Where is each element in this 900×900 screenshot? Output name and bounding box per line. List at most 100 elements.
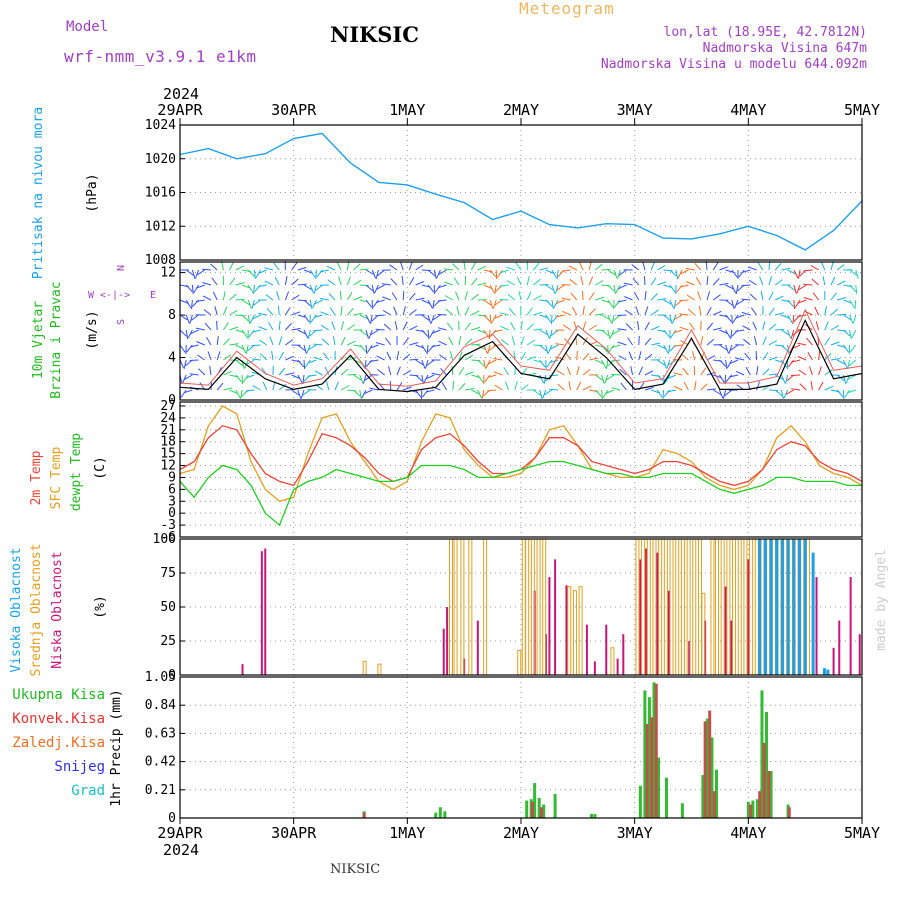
wind-arrow (376, 284, 385, 290)
precip-bar-total (657, 757, 661, 818)
wind-arrow (179, 344, 186, 353)
wind-arrow (545, 299, 553, 307)
wind-arrow (595, 313, 605, 316)
wind-arrow (347, 340, 356, 346)
wind-arrow (310, 314, 317, 323)
wind-arrow (797, 342, 807, 346)
wind-arrow (483, 299, 492, 306)
y-tick-label: 15 (160, 447, 176, 462)
wind-arrow (809, 366, 813, 376)
wind-arrow (749, 293, 757, 301)
wind-arrow (421, 269, 431, 271)
wind-arrow (569, 278, 578, 286)
wind-arrow (415, 281, 425, 286)
precip-bar-total (525, 800, 529, 818)
wind-arrow (409, 342, 419, 346)
wind-arrow (353, 263, 361, 271)
wind-arrow (353, 374, 362, 381)
wind-arrow (615, 284, 621, 294)
wind-arrow (274, 276, 280, 286)
wind-arrow (313, 343, 323, 346)
wind-arrow (477, 359, 485, 367)
wind-arrow (229, 343, 239, 346)
wind-arrow (748, 279, 757, 286)
wind-arrow (750, 307, 758, 316)
wind-arrow (347, 373, 357, 376)
y-tick-label: 25 (160, 634, 176, 649)
wind-arrow (706, 322, 714, 331)
wind-arrow (545, 344, 549, 354)
wind-arrow (390, 278, 398, 286)
wind-arrow (757, 262, 764, 271)
wind-arrow (706, 338, 715, 346)
precip-bar-total (746, 801, 750, 818)
dewpt-temp-line (179, 460, 862, 527)
wind-arrow (657, 344, 666, 350)
wind-arrow (315, 269, 317, 280)
wind-arrow (359, 329, 368, 336)
wind-arrow (743, 338, 751, 346)
cloud-bar-mid (701, 592, 706, 676)
wind-arrow (545, 329, 550, 339)
wind-arrow (561, 269, 571, 272)
wind-arrow (657, 264, 666, 271)
wind-arrow (216, 351, 221, 361)
cloud-bar-mid (669, 538, 674, 676)
wind-arrow (595, 296, 605, 301)
wind-arrow (477, 265, 487, 271)
wind-arrow (269, 336, 274, 346)
panel-frame-2 (179, 401, 863, 538)
wind-arrow (793, 284, 797, 294)
wind-arrow (793, 299, 796, 310)
wind-arrow (336, 261, 342, 271)
wind-arrow (222, 306, 228, 316)
wind-arrow (633, 291, 640, 301)
wind-arrow (291, 327, 301, 331)
wind-arrow (284, 291, 290, 301)
wind-arrow (259, 339, 268, 346)
wind-arrow (855, 269, 859, 279)
wind-arrow (222, 291, 226, 301)
wind-arrow (432, 314, 441, 321)
wind-arrow (520, 321, 523, 331)
precip-bar-conv (539, 807, 543, 818)
wind-arrow (465, 371, 474, 376)
wind-arrow (650, 325, 660, 331)
sfc-temp-line (179, 405, 863, 503)
y-tick-label: 1008 (145, 253, 176, 268)
wind-arrow (415, 264, 424, 271)
wind-gust-line (179, 308, 863, 387)
wind-arrow (313, 356, 323, 361)
cloud-bar-low (260, 551, 263, 675)
wind-arrow (781, 314, 790, 319)
wind-arrow (426, 344, 429, 355)
wind-arrow (245, 374, 255, 379)
cloud-bar-mid (777, 538, 782, 676)
wind-arrow (223, 387, 233, 391)
wind-arrow (774, 279, 783, 286)
wind-arrow (189, 359, 199, 361)
wind-arrow (488, 329, 491, 340)
wind-arrow (278, 367, 286, 376)
wind-arrow (394, 321, 398, 331)
cloud-bar-mid (377, 663, 382, 676)
wind-arrow (198, 368, 206, 376)
wind-arrow (229, 261, 234, 271)
precip-bar-total (751, 800, 755, 818)
wind-arrow (456, 306, 460, 316)
cloud-bar-low (667, 590, 670, 675)
wind-arrow (582, 290, 584, 301)
wind-arrow (431, 329, 441, 334)
wind-arrow (669, 299, 675, 309)
cloud-bar-mid (715, 538, 720, 676)
wind-arrow (552, 314, 559, 323)
wind-arrow (546, 359, 553, 368)
wind-arrow (814, 306, 820, 316)
wind-arrow (768, 276, 772, 286)
year-bottom: 2024 (163, 841, 199, 859)
wind-arrow (527, 356, 536, 361)
wind-arrow (729, 374, 739, 378)
wind-arrow (526, 307, 533, 316)
cloud-bar-mid (460, 538, 465, 676)
wind-arrow (429, 329, 435, 338)
